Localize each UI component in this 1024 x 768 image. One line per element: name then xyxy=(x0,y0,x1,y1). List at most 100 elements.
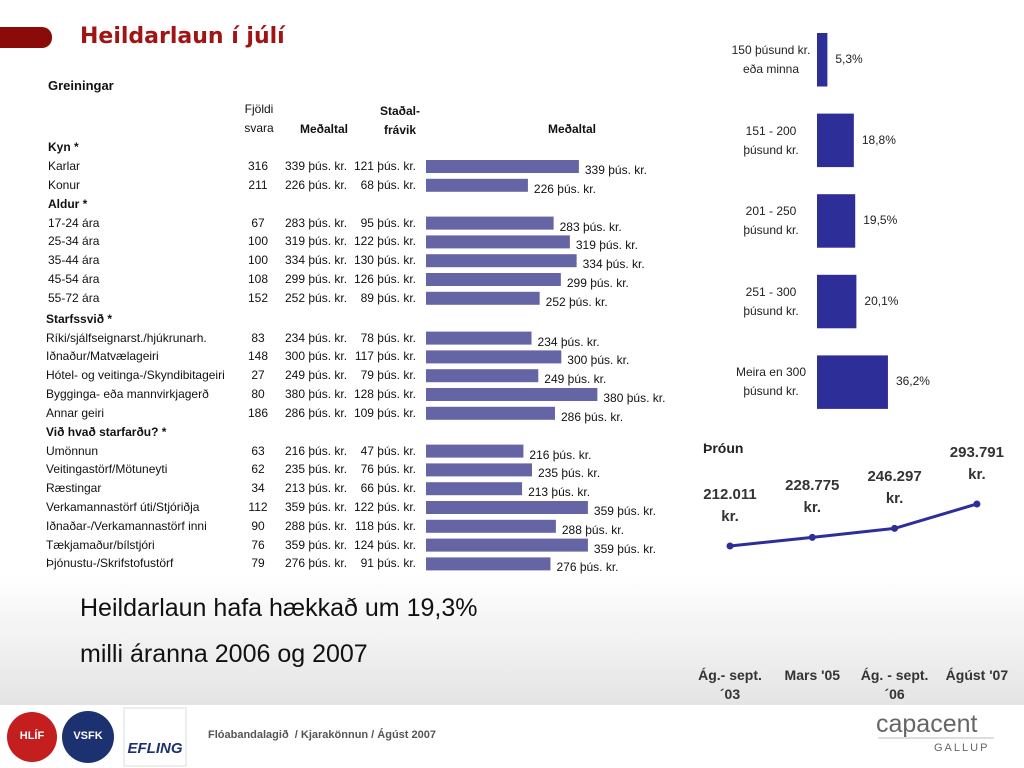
value-label: 246.297 kr. xyxy=(867,468,922,508)
row-mean: 249 þús. kr. xyxy=(285,368,348,383)
point xyxy=(973,500,981,508)
row-label: Umönnun xyxy=(46,443,99,458)
row-label: Karlar xyxy=(48,159,81,173)
logo-text: HLÍF xyxy=(19,730,45,742)
bar-label: 300 þús. kr. xyxy=(567,353,630,368)
row-sd: 128 þús. kr. xyxy=(353,387,416,401)
mean-bar xyxy=(426,331,532,345)
bar xyxy=(817,274,857,329)
value-label: 20,1% xyxy=(864,293,899,308)
row-mean: 334 þús. kr. xyxy=(285,253,348,268)
row-sd: 122 þús. kr. xyxy=(353,234,416,249)
row-n: 152 xyxy=(247,290,269,305)
summary-2: milli áranna 2006 og 2007 xyxy=(80,640,368,668)
row-sd: 118 þús. kr. xyxy=(354,518,416,533)
row-n: 186 xyxy=(247,405,269,420)
row-label: Iðnaðar-/Verkamannastörf inni xyxy=(46,518,207,533)
mean-bar xyxy=(426,482,523,496)
mean-bar xyxy=(426,538,588,552)
bar xyxy=(817,113,854,168)
group-name: Starfssvið * xyxy=(46,311,113,326)
mean-bar xyxy=(426,216,554,230)
bar-label: 226 þús. kr. xyxy=(533,181,596,196)
mean-bar xyxy=(426,178,528,192)
bar-label: 216 þús. kr. xyxy=(529,447,592,462)
row-sd: 130 þús. kr. xyxy=(353,253,416,268)
row-mean: 359 þús. kr. xyxy=(285,500,348,514)
brand-sub: GALLUP xyxy=(934,742,990,754)
bar xyxy=(817,33,828,87)
row-sd: 68 þús. kr. xyxy=(360,177,416,192)
row-mean: 319 þús. kr. xyxy=(285,234,348,249)
row-sd: 89 þús. kr. xyxy=(360,290,416,305)
row-mean: 216 þús. kr. xyxy=(285,443,348,458)
row-label: 45-54 ára xyxy=(48,272,100,286)
row-mean: 380 þús. kr. xyxy=(285,387,348,401)
row-mean: 286 þús. kr. xyxy=(285,405,348,420)
category-label: 251 - 300 þúsund kr. xyxy=(743,284,799,318)
mean-bar xyxy=(426,254,577,268)
row-mean: 252 þús. kr. xyxy=(285,290,348,305)
row-label: Hótel- og veitinga-/Skyndibitageiri xyxy=(46,368,225,383)
mean-bar xyxy=(426,444,524,458)
bar-label: 249 þús. kr. xyxy=(544,372,607,387)
point xyxy=(726,542,734,550)
bar-label: 359 þús. kr. xyxy=(593,541,656,556)
row-label: 17-24 ára xyxy=(48,215,100,230)
point xyxy=(808,533,816,541)
row-label: Ríki/sjálfseignarst./hjúkrunarh. xyxy=(46,330,207,345)
row-n: 211 xyxy=(248,177,268,192)
row-mean: 276 þús. kr. xyxy=(285,556,348,571)
row-n: 108 xyxy=(247,272,269,286)
row-mean: 288 þús. kr. xyxy=(285,518,348,533)
mean-bar xyxy=(426,160,579,173)
bar xyxy=(817,355,888,409)
logo-efling xyxy=(123,707,187,767)
row-mean: 359 þús. kr. xyxy=(285,537,348,552)
value-label: 212.011 kr. xyxy=(703,486,757,525)
mean-bar xyxy=(426,501,588,514)
x-label: Ágúst '07 xyxy=(945,667,1009,683)
mean-bar xyxy=(426,350,562,364)
bar-label: 299 þús. kr. xyxy=(566,276,629,290)
row-label: Verkamannastörf úti/Stjóriðja xyxy=(46,500,200,514)
category-label: 201 - 250 þúsund kr. xyxy=(743,204,799,238)
row-sd: 124 þús. kr. xyxy=(353,537,416,552)
row-label: Tækjamaður/bílstjóri xyxy=(46,537,155,552)
row-n: 34 xyxy=(251,481,265,496)
row-sd: 76 þús. kr. xyxy=(360,462,416,477)
row-label: 25-34 ára xyxy=(48,234,100,249)
row-label: 35-44 ára xyxy=(48,253,100,268)
mean-bar xyxy=(426,273,561,286)
line-title: Þróun xyxy=(703,440,744,456)
value-label: 18,8% xyxy=(861,132,896,147)
value-label: 5,3% xyxy=(835,52,863,66)
row-mean: 234 þús. kr. xyxy=(285,330,348,345)
logo-vsfk xyxy=(62,711,114,763)
group-name: Kyn * xyxy=(48,140,79,154)
row-n: 80 xyxy=(251,387,265,401)
value-label: 36,2% xyxy=(895,374,930,389)
row-label: Veitingastörf/Mötuneyti xyxy=(46,462,168,477)
row-n: 63 xyxy=(251,443,265,458)
bar-label: 288 þús. kr. xyxy=(561,522,624,537)
col-mean: Meðaltal xyxy=(299,122,348,136)
row-n: 83 xyxy=(251,330,265,345)
row-mean: 226 þús. kr. xyxy=(285,177,348,192)
category-label: 150 þúsund kr. eða minna xyxy=(731,43,811,76)
col-n: Fjöldi svara xyxy=(244,102,274,135)
row-sd: 66 þús. kr. xyxy=(360,481,416,496)
row-sd: 95 þús. kr. xyxy=(360,215,416,230)
row-label: Annar geiri xyxy=(46,405,105,420)
mean-bar xyxy=(426,406,555,420)
bar-label: 339 þús. kr. xyxy=(584,163,647,177)
x-label: Mars '05 xyxy=(784,667,841,683)
bar-label: 283 þús. kr. xyxy=(559,219,622,234)
bar-label: 235 þús. kr. xyxy=(537,466,601,481)
bar-label: 234 þús. kr. xyxy=(537,334,600,349)
category-label: 151 - 200 þúsund kr. xyxy=(743,123,799,157)
footer-text: Flóabandalagið / Kjarakönnun / Ágúst 200… xyxy=(208,729,436,741)
row-n: 79 xyxy=(251,556,265,571)
